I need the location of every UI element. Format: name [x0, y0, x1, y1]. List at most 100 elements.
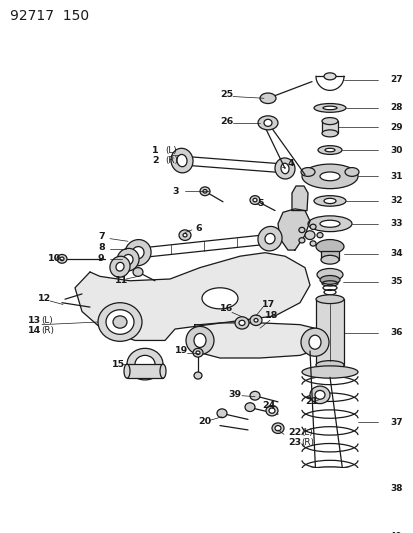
- Circle shape: [274, 425, 280, 431]
- Ellipse shape: [313, 103, 345, 112]
- Ellipse shape: [257, 227, 281, 251]
- Text: 20: 20: [197, 417, 211, 426]
- Ellipse shape: [307, 216, 351, 232]
- Circle shape: [106, 310, 134, 334]
- Circle shape: [238, 320, 244, 326]
- Ellipse shape: [300, 167, 314, 176]
- Circle shape: [252, 198, 256, 202]
- Text: 23: 23: [287, 438, 300, 447]
- Circle shape: [314, 391, 324, 399]
- Text: 3: 3: [171, 187, 178, 196]
- Text: 12: 12: [38, 294, 51, 303]
- Text: 19: 19: [175, 346, 188, 356]
- Ellipse shape: [308, 335, 320, 349]
- Text: (R): (R): [41, 326, 54, 335]
- Circle shape: [249, 391, 259, 400]
- Ellipse shape: [317, 146, 341, 155]
- Circle shape: [309, 386, 329, 403]
- Circle shape: [254, 319, 257, 322]
- Text: 24: 24: [261, 401, 275, 410]
- Text: 33: 33: [389, 219, 401, 228]
- Circle shape: [309, 224, 316, 229]
- Ellipse shape: [202, 288, 237, 309]
- Text: 35: 35: [389, 277, 401, 286]
- Text: 16: 16: [219, 304, 233, 313]
- Ellipse shape: [264, 233, 274, 244]
- Text: 1: 1: [152, 147, 158, 156]
- Text: 8: 8: [98, 243, 104, 252]
- Circle shape: [268, 408, 274, 413]
- Polygon shape: [291, 186, 307, 211]
- Ellipse shape: [313, 196, 345, 206]
- Ellipse shape: [159, 364, 166, 378]
- Text: (R): (R): [300, 438, 313, 447]
- Text: 6: 6: [195, 224, 201, 232]
- Text: 10: 10: [48, 254, 61, 263]
- Circle shape: [249, 196, 259, 205]
- Text: 17: 17: [261, 300, 275, 309]
- Text: 22: 22: [287, 428, 301, 437]
- Bar: [315, 299, 343, 365]
- Bar: [324, 496, 334, 527]
- Circle shape: [135, 356, 154, 373]
- Text: 13: 13: [28, 316, 41, 325]
- Ellipse shape: [274, 158, 294, 179]
- Text: 38: 38: [389, 484, 401, 493]
- Ellipse shape: [321, 118, 337, 125]
- Text: 29: 29: [389, 123, 402, 132]
- Circle shape: [183, 233, 187, 237]
- Ellipse shape: [280, 163, 288, 174]
- Ellipse shape: [315, 361, 343, 369]
- Bar: [127, 364, 163, 378]
- Text: 34: 34: [389, 249, 402, 258]
- Text: 11: 11: [115, 276, 128, 285]
- Ellipse shape: [315, 239, 343, 254]
- Ellipse shape: [319, 172, 339, 181]
- Text: 37: 37: [389, 417, 402, 426]
- Ellipse shape: [116, 248, 139, 271]
- Circle shape: [178, 230, 190, 240]
- Circle shape: [249, 315, 261, 326]
- Polygon shape: [75, 253, 309, 341]
- Text: 4: 4: [287, 159, 294, 168]
- Circle shape: [113, 316, 127, 328]
- Text: 9: 9: [98, 254, 104, 263]
- Circle shape: [199, 187, 209, 196]
- Ellipse shape: [319, 276, 339, 284]
- Ellipse shape: [322, 106, 336, 110]
- Ellipse shape: [124, 364, 130, 378]
- Circle shape: [309, 241, 316, 246]
- Text: (L): (L): [41, 316, 52, 325]
- Text: 31: 31: [389, 172, 401, 181]
- Circle shape: [298, 238, 304, 243]
- Circle shape: [192, 349, 202, 357]
- Ellipse shape: [171, 148, 192, 173]
- Ellipse shape: [301, 164, 357, 189]
- Ellipse shape: [110, 256, 130, 277]
- Ellipse shape: [132, 247, 144, 259]
- Ellipse shape: [315, 295, 343, 304]
- Text: (R): (R): [165, 156, 178, 165]
- Circle shape: [304, 231, 314, 239]
- Circle shape: [321, 530, 337, 533]
- Ellipse shape: [344, 167, 358, 176]
- Ellipse shape: [194, 334, 206, 348]
- Circle shape: [316, 232, 322, 238]
- Circle shape: [195, 351, 199, 354]
- Circle shape: [57, 254, 67, 263]
- Text: 5: 5: [256, 199, 263, 208]
- Text: 27: 27: [389, 75, 402, 84]
- Text: 2: 2: [152, 156, 158, 165]
- Ellipse shape: [309, 482, 349, 496]
- Ellipse shape: [257, 116, 277, 130]
- Polygon shape: [190, 323, 321, 358]
- Circle shape: [202, 190, 206, 193]
- Ellipse shape: [259, 93, 275, 103]
- Text: 39: 39: [228, 390, 240, 399]
- Circle shape: [235, 317, 248, 329]
- Text: 36: 36: [389, 328, 401, 337]
- Ellipse shape: [116, 262, 124, 271]
- Bar: [321, 121, 337, 133]
- Text: 21: 21: [304, 398, 318, 406]
- Circle shape: [271, 423, 283, 433]
